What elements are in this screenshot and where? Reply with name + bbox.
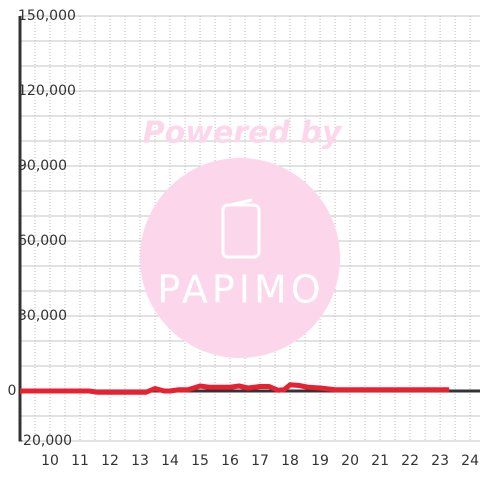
x-tick-label: 11 <box>71 453 89 469</box>
y-tick-label: 90,000 <box>18 158 67 174</box>
x-tick-label: 15 <box>191 453 209 469</box>
y-tick-label: 150,000 <box>18 8 76 24</box>
x-tick-label: 22 <box>401 453 419 469</box>
watermark-logo: PAPIMO <box>157 268 324 312</box>
x-tick-label: 24 <box>461 453 479 469</box>
y-tick-label: -20,000 <box>18 433 72 449</box>
axes: -20,000 0 30,000 60,000 90,000 120,000 150,000… <box>8 8 480 469</box>
x-tick-label: 16 <box>221 453 239 469</box>
x-tick-label: 17 <box>251 453 269 469</box>
series-line <box>20 382 450 395</box>
y-tick-label: 0 <box>8 383 17 399</box>
x-tick-label: 23 <box>431 453 449 469</box>
x-tick-label: 12 <box>101 453 119 469</box>
x-tick-label: 19 <box>311 453 329 469</box>
x-tick-label: 14 <box>161 453 179 469</box>
phone-icon <box>229 198 253 207</box>
y-tick-label: 120,000 <box>18 83 76 99</box>
y-tick-label: 60,000 <box>18 233 67 249</box>
x-tick-label: 13 <box>131 453 149 469</box>
x-tick-label: 21 <box>371 453 389 469</box>
x-tick-label: 20 <box>341 453 359 469</box>
x-tick-label: 18 <box>281 453 299 469</box>
y-tick-label: 30,000 <box>18 308 67 324</box>
watermark: Powered by PAPIMO <box>140 116 343 358</box>
x-tick-label: 10 <box>41 453 59 469</box>
watermark-text: Powered by <box>143 116 343 151</box>
phone-icon <box>221 203 261 259</box>
